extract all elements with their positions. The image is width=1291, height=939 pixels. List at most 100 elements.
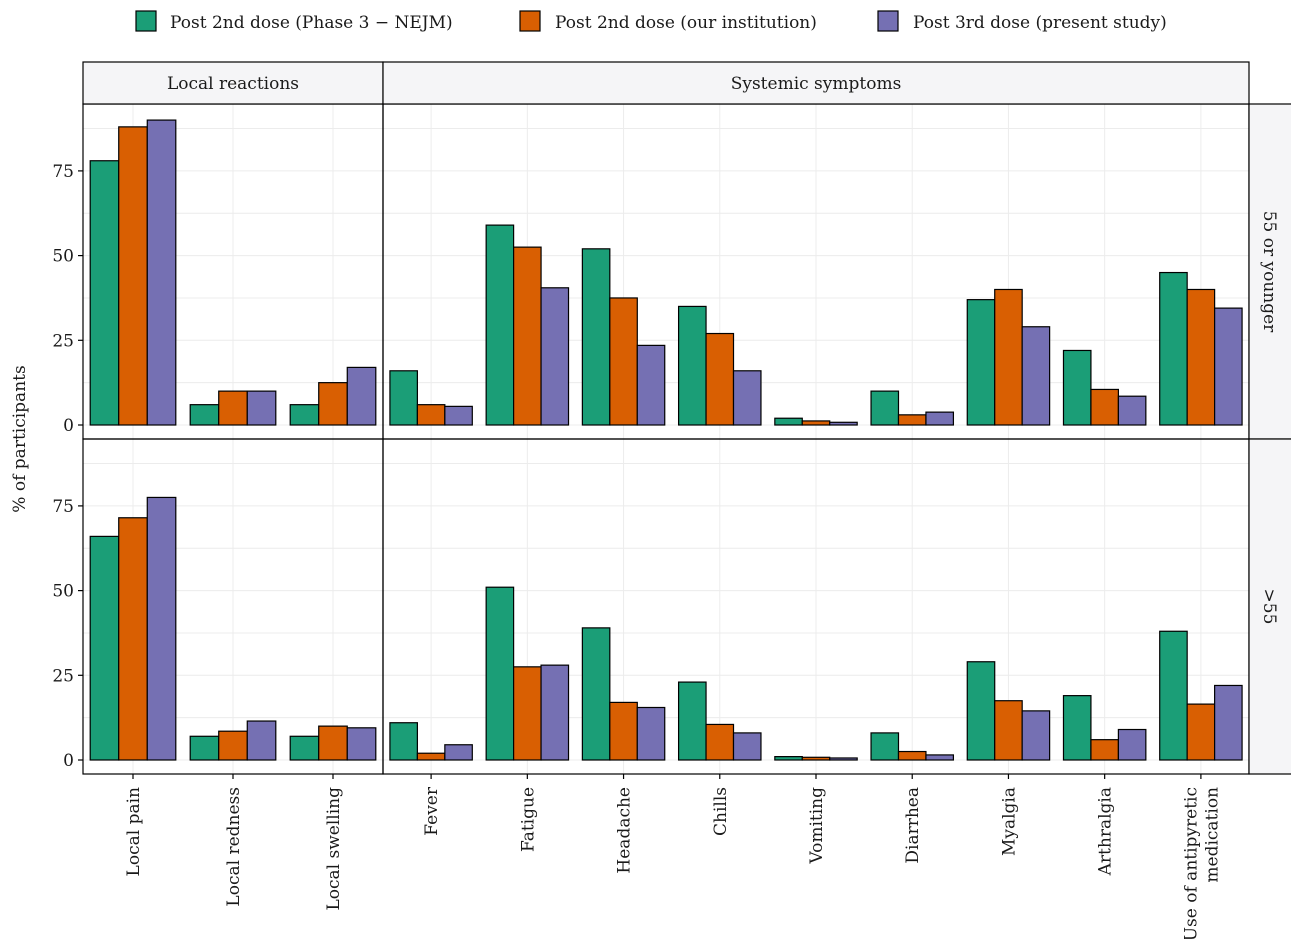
bar-55-local-redness-s1 <box>189 735 220 761</box>
bars <box>89 119 1243 761</box>
bar-55-or-younger-headache-s3 <box>636 344 666 426</box>
bar-55-local-swelling-s1 <box>289 735 320 761</box>
row-strip-1: 55 or younger <box>1248 103 1291 440</box>
legend-item-2: Post 2nd dose (our institution) <box>519 10 817 33</box>
bar-55-or-younger-local-redness-s1 <box>189 404 220 426</box>
x-tick-label-line: Diarrhea <box>903 787 923 864</box>
x-tick-label-line: Headache <box>615 787 635 874</box>
x-tick-label-line: Use of antipyretic <box>1181 787 1201 939</box>
bar-55-or-younger-myalgia-s3 <box>1021 326 1051 426</box>
bar-55-or-younger-fever-s1 <box>389 370 418 426</box>
bar-55-or-younger-vomiting-s2 <box>801 420 831 426</box>
x-tick-label-arthralgia: Arthralgia <box>1096 787 1116 876</box>
bar-55-or-younger-use-of-antipyretic-medication-s3 <box>1214 307 1243 426</box>
x-tick-label-line: Chills <box>711 787 731 836</box>
x-tick-label-use-of-antipyretic-medication: Use of antipyreticmedication <box>1181 787 1222 939</box>
x-tick-label-line: Local swelling <box>324 787 344 911</box>
x-tick-label-line: Fever <box>422 786 442 836</box>
strip-label: 55 or younger <box>1259 211 1279 333</box>
strip-background <box>1248 103 1291 440</box>
bar-55-or-younger-use-of-antipyretic-medication-s2 <box>1186 288 1216 426</box>
bar-55-or-younger-vomiting-s1 <box>774 417 803 426</box>
strip-background <box>1248 438 1291 775</box>
legend-label: Post 3rd dose (present study) <box>913 13 1167 33</box>
bar-55-or-younger-local-redness-s3 <box>246 390 277 426</box>
bar-55-or-younger-local-pain-s3 <box>146 119 177 426</box>
bar-55-vomiting-s2 <box>801 756 831 761</box>
bar-55-myalgia-s2 <box>994 700 1023 761</box>
y-tick-label: 75 <box>52 497 74 517</box>
bar-55-or-younger-local-pain-s2 <box>118 126 148 426</box>
bar-55-local-swelling-s3 <box>346 727 377 761</box>
bar-55-fever-s2 <box>416 752 446 761</box>
bar-55-local-pain-s3 <box>146 496 177 761</box>
bar-55-myalgia-s3 <box>1021 710 1051 761</box>
bar-55-fever-s3 <box>444 744 473 761</box>
y-tick-label: 75 <box>52 162 74 182</box>
legend-item-1: Post 2nd dose (Phase 3 − NEJM) <box>135 10 453 33</box>
x-tick-label-line: Local pain <box>124 787 144 876</box>
x-tick-label-fatigue: Fatigue <box>518 787 538 852</box>
panel-frames <box>82 103 1250 775</box>
strip-label: >55 <box>1259 589 1279 625</box>
bar-55-headache-s3 <box>636 706 666 761</box>
bar-55-local-redness-s3 <box>246 720 277 761</box>
legend-label: Post 2nd dose (Phase 3 − NEJM) <box>170 13 453 33</box>
legend-swatch <box>135 10 157 32</box>
column-strip-systemic-symptoms: Systemic symptoms <box>382 61 1250 105</box>
legend-swatch <box>519 10 541 32</box>
bar-55-or-younger-fever-s2 <box>416 404 446 426</box>
bar-55-fever-s1 <box>389 722 418 761</box>
bar-55-or-younger-local-pain-s1 <box>89 160 120 426</box>
y-tick-label: 0 <box>63 416 74 436</box>
legend-item-3: Post 3rd dose (present study) <box>877 10 1167 33</box>
strip-label: Systemic symptoms <box>731 74 902 94</box>
legend-label: Post 2nd dose (our institution) <box>555 13 817 33</box>
bar-55-vomiting-s3 <box>829 757 858 761</box>
bar-55-or-younger-fatigue-s2 <box>513 246 542 426</box>
x-tick-label-myalgia: Myalgia <box>999 787 1019 856</box>
y-tick-label: 25 <box>52 331 74 351</box>
bar-55-headache-s2 <box>609 701 638 761</box>
bar-55-or-younger-headache-s2 <box>609 297 638 426</box>
bar-55-or-younger-chills-s3 <box>732 370 762 426</box>
y-tick-label: 50 <box>52 582 74 602</box>
x-tick-label-local-swelling: Local swelling <box>324 787 344 911</box>
legend: Post 2nd dose (Phase 3 − NEJM) Post 2nd d… <box>135 10 1167 33</box>
x-tick-label-diarrhea: Diarrhea <box>903 787 923 864</box>
row-strip-2: >55 <box>1248 438 1291 775</box>
bar-55-or-younger-use-of-antipyretic-medication-s1 <box>1159 271 1188 426</box>
bar-55-local-redness-s2 <box>218 730 248 761</box>
bar-55-fatigue-s2 <box>513 666 542 761</box>
column-strip-local-reactions: Local reactions <box>82 61 384 105</box>
y-tick-label: 25 <box>52 666 74 686</box>
x-tick-label-fever: Fever <box>422 786 442 836</box>
y-axis: 0 25 50 75 0 25 50 75 <box>52 162 83 771</box>
facet-strips: Local reactions Systemic symptoms 55 or yo… <box>82 61 1291 775</box>
bar-55-local-pain-s1 <box>89 535 120 761</box>
bar-55-or-younger-myalgia-s2 <box>994 288 1023 426</box>
bar-55-or-younger-arthralgia-s3 <box>1117 395 1147 426</box>
bar-55-use-of-antipyretic-medication-s1 <box>1159 630 1188 761</box>
bar-55-chills-s2 <box>705 723 735 761</box>
bar-55-or-younger-chills-s1 <box>677 305 707 426</box>
bar-55-or-younger-fatigue-s3 <box>540 287 570 426</box>
bar-55-or-younger-arthralgia-s1 <box>1062 349 1092 426</box>
bar-55-local-pain-s2 <box>118 517 148 761</box>
bar-55-arthralgia-s2 <box>1090 739 1119 761</box>
bar-55-or-younger-local-swelling-s1 <box>289 404 320 426</box>
bar-55-diarrhea-s1 <box>870 732 900 761</box>
x-tick-label-line: medication <box>1202 787 1222 883</box>
bar-55-or-younger-chills-s2 <box>705 332 735 426</box>
bar-55-or-younger-fatigue-s1 <box>485 224 515 426</box>
strip-background <box>382 61 1250 105</box>
bar-55-fatigue-s3 <box>540 664 570 761</box>
y-tick-label: 0 <box>63 751 74 771</box>
y-tick-label: 50 <box>52 247 74 267</box>
bar-55-or-younger-diarrhea-s3 <box>925 411 955 426</box>
bar-55-or-younger-local-redness-s2 <box>218 390 248 426</box>
bar-55-or-younger-headache-s1 <box>581 248 611 426</box>
bar-55-or-younger-diarrhea-s1 <box>870 390 900 426</box>
bar-55-headache-s1 <box>581 627 611 761</box>
